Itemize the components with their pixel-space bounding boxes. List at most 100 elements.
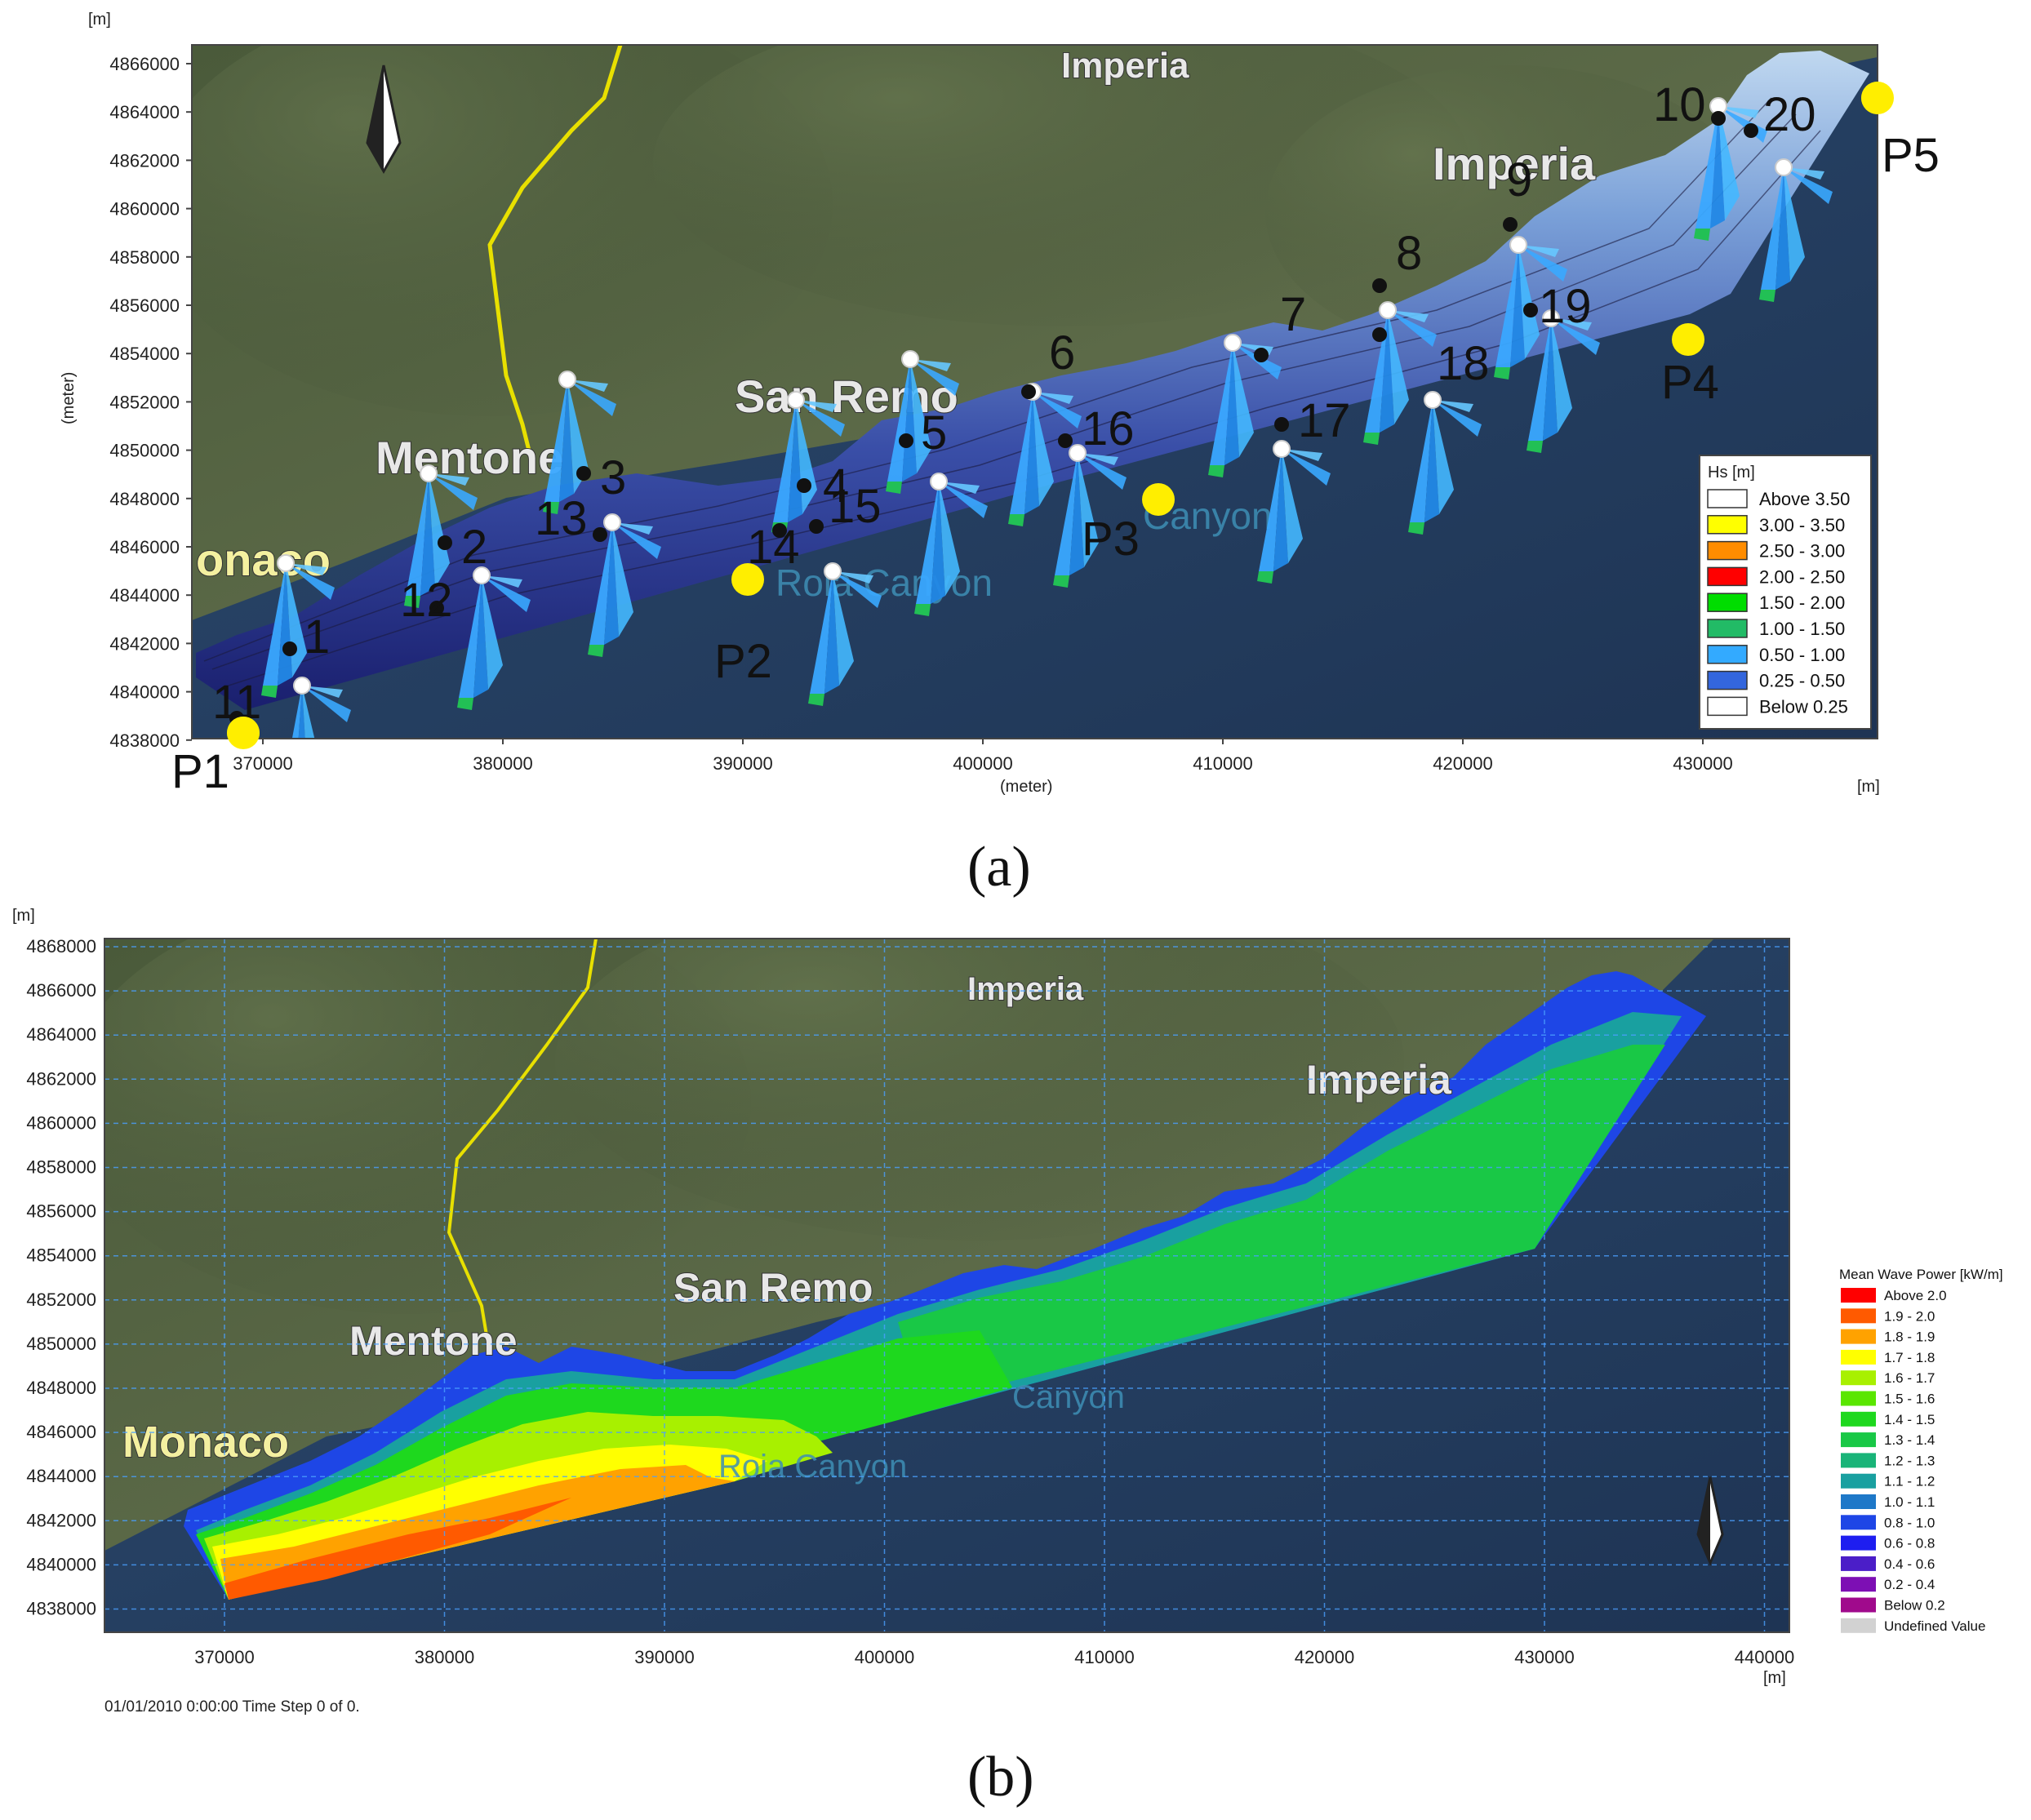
point-label: 14 bbox=[747, 521, 800, 574]
panel-b-terrain-shade bbox=[555, 939, 1404, 1241]
panel-b: Imperia Imperia San Remo Mentone Monaco … bbox=[12, 907, 2003, 1809]
legend-swatch bbox=[1841, 1473, 1876, 1489]
wave-rose bbox=[1257, 440, 1331, 584]
rose-center bbox=[277, 554, 295, 572]
panel-b-status: 01/01/2010 0:00:00 Time Step 0 of 0. bbox=[104, 1698, 360, 1716]
legend-label: 1.7 - 1.8 bbox=[1884, 1350, 1935, 1365]
legend-swatch bbox=[1841, 1597, 1876, 1613]
point-marker bbox=[1254, 348, 1269, 362]
y-tick-label: 4864000 bbox=[109, 102, 180, 122]
legend-label: 0.25 - 0.50 bbox=[1759, 671, 1845, 691]
label-mentone: Mentone bbox=[376, 432, 563, 483]
legend-label: Above 3.50 bbox=[1759, 489, 1850, 509]
panel-b-unit-top: [m] bbox=[12, 907, 35, 925]
y-tick-label: 4856000 bbox=[26, 1201, 96, 1222]
x-tick-label: 370000 bbox=[194, 1647, 254, 1667]
panel-a-frame bbox=[191, 44, 1878, 739]
legend-swatch bbox=[1841, 1515, 1876, 1530]
label-san-remo-b: San Remo bbox=[673, 1265, 873, 1311]
panel-a-contour bbox=[228, 130, 1821, 686]
legend-label: 1.9 - 2.0 bbox=[1884, 1308, 1935, 1324]
panel-b-x-ticks: 370000 380000 390000 400000 410000 420000 4300… bbox=[194, 1647, 1794, 1667]
y-tick-label: 4854000 bbox=[109, 344, 180, 364]
x-tick-label: 410000 bbox=[1074, 1647, 1134, 1667]
wave-rose bbox=[588, 513, 661, 657]
x-tick-label: 390000 bbox=[713, 753, 772, 774]
p-point-marker bbox=[227, 717, 260, 749]
label-imperia: Imperia bbox=[1433, 138, 1596, 189]
p-point-label: P1 bbox=[171, 745, 229, 798]
point-label: 1 bbox=[304, 610, 330, 664]
y-tick-label: 4862000 bbox=[109, 150, 180, 171]
legend-label: 1.50 - 2.00 bbox=[1759, 593, 1845, 613]
label-mentone-b: Mentone bbox=[349, 1318, 518, 1364]
wave-rose bbox=[886, 350, 959, 494]
legend-label: 2.50 - 3.00 bbox=[1759, 541, 1845, 562]
wave-rose bbox=[457, 566, 531, 710]
wave-rose bbox=[1053, 444, 1127, 588]
y-tick-label: 4842000 bbox=[109, 633, 180, 654]
rose-center bbox=[1273, 440, 1291, 458]
label-imperia-top: Imperia bbox=[1061, 46, 1189, 86]
x-tick-label: 430000 bbox=[1673, 753, 1732, 774]
wave-rose bbox=[1494, 236, 1567, 380]
x-tick-label: 410000 bbox=[1193, 753, 1252, 774]
legend-label: 3.00 - 3.50 bbox=[1759, 515, 1845, 535]
rose-center bbox=[420, 464, 438, 482]
y-tick-label: 4862000 bbox=[26, 1068, 96, 1089]
p-point-marker bbox=[1861, 82, 1894, 114]
y-tick-label: 4846000 bbox=[109, 537, 180, 557]
wave-roses bbox=[261, 97, 1833, 739]
legend-swatch bbox=[1841, 1432, 1876, 1448]
point-marker bbox=[797, 478, 811, 493]
y-tick-label: 4860000 bbox=[26, 1112, 96, 1133]
wave-rose bbox=[1408, 391, 1482, 535]
legend-label: 1.4 - 1.5 bbox=[1884, 1412, 1935, 1427]
legend-label: Above 2.0 bbox=[1884, 1288, 1947, 1303]
wave-rose bbox=[808, 562, 882, 706]
panel-a-y-ticks: 4866000 4864000 4862000 4860000 4858000 48560… bbox=[109, 54, 192, 751]
legend-swatch bbox=[1841, 1577, 1876, 1592]
x-tick-label: 420000 bbox=[1433, 753, 1492, 774]
y-tick-label: 4852000 bbox=[109, 392, 180, 412]
legend-swatch bbox=[1841, 1391, 1876, 1406]
y-tick-label: 4850000 bbox=[26, 1334, 96, 1354]
panel-b-unit-right: [m] bbox=[1763, 1669, 1786, 1687]
x-tick-label: 440000 bbox=[1735, 1647, 1794, 1667]
point-label: 15 bbox=[829, 480, 882, 533]
legend-label: 1.3 - 1.4 bbox=[1884, 1432, 1935, 1448]
rose-center bbox=[293, 677, 311, 695]
point-label: 9 bbox=[1506, 153, 1532, 206]
x-tick-label: 370000 bbox=[233, 753, 292, 774]
y-tick-label: 4848000 bbox=[26, 1378, 96, 1398]
label-imperia-top-b: Imperia bbox=[967, 971, 1084, 1007]
x-tick-label: 400000 bbox=[953, 753, 1012, 774]
panel-a-border-line bbox=[487, 45, 623, 458]
panel-b-legend: Mean Wave Power [kW/m] Above 2.0 1.9 - 2.… bbox=[1839, 1267, 2003, 1634]
rose-center bbox=[930, 473, 948, 491]
wave-rose bbox=[291, 677, 351, 739]
rose-center bbox=[473, 566, 491, 584]
point-marker bbox=[1744, 123, 1758, 138]
point-marker bbox=[1372, 327, 1387, 342]
panel-a-legend-title: Hs [m] bbox=[1708, 464, 1755, 482]
wave-rose bbox=[914, 473, 988, 616]
point-marker bbox=[282, 641, 297, 656]
legend-label: Below 0.25 bbox=[1759, 696, 1848, 717]
north-arrow-b bbox=[1696, 1476, 1724, 1566]
label-san-remo: San Remo bbox=[735, 371, 958, 422]
label-roia-canyon: Roia Canyon bbox=[776, 562, 993, 604]
legend-label: 1.1 - 1.2 bbox=[1884, 1474, 1935, 1489]
label-monaco-b: Monaco bbox=[122, 1418, 289, 1467]
p-point-marker bbox=[1672, 323, 1704, 356]
panel-a-x-ticks: 370000 380000 390000 400000 410000 420000 4300… bbox=[233, 739, 1733, 774]
rose-center bbox=[1069, 444, 1087, 462]
legend-swatch bbox=[1841, 1349, 1876, 1365]
point-marker bbox=[1058, 433, 1073, 448]
legend-swatch bbox=[1707, 670, 1748, 690]
legend-swatch bbox=[1707, 540, 1748, 561]
y-tick-label: 4844000 bbox=[26, 1466, 96, 1486]
point-label: 20 bbox=[1763, 88, 1816, 141]
legend-label: 1.6 - 1.7 bbox=[1884, 1370, 1935, 1386]
